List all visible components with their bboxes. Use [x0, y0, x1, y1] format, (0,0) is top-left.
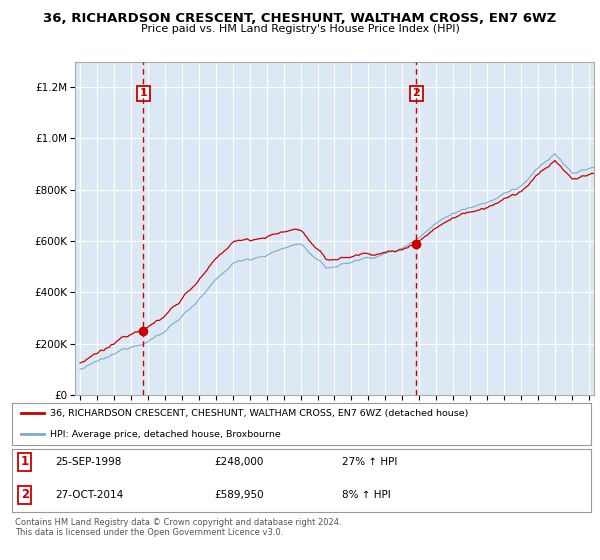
Text: Contains HM Land Registry data © Crown copyright and database right 2024.
This d: Contains HM Land Registry data © Crown c… [15, 518, 341, 538]
Text: HPI: Average price, detached house, Broxbourne: HPI: Average price, detached house, Brox… [50, 430, 280, 439]
Text: 27% ↑ HPI: 27% ↑ HPI [342, 457, 397, 467]
Text: £589,950: £589,950 [215, 489, 264, 500]
Text: 27-OCT-2014: 27-OCT-2014 [55, 489, 124, 500]
Text: 2: 2 [20, 488, 29, 501]
Text: Price paid vs. HM Land Registry's House Price Index (HPI): Price paid vs. HM Land Registry's House … [140, 24, 460, 34]
Text: 25-SEP-1998: 25-SEP-1998 [55, 457, 122, 467]
Text: 36, RICHARDSON CRESCENT, CHESHUNT, WALTHAM CROSS, EN7 6WZ (detached house): 36, RICHARDSON CRESCENT, CHESHUNT, WALTH… [50, 409, 468, 418]
Text: £248,000: £248,000 [215, 457, 264, 467]
Text: 1: 1 [20, 455, 29, 468]
Text: 1: 1 [139, 88, 147, 98]
Text: 36, RICHARDSON CRESCENT, CHESHUNT, WALTHAM CROSS, EN7 6WZ: 36, RICHARDSON CRESCENT, CHESHUNT, WALTH… [43, 12, 557, 25]
Text: 8% ↑ HPI: 8% ↑ HPI [342, 489, 391, 500]
Text: 2: 2 [413, 88, 420, 98]
